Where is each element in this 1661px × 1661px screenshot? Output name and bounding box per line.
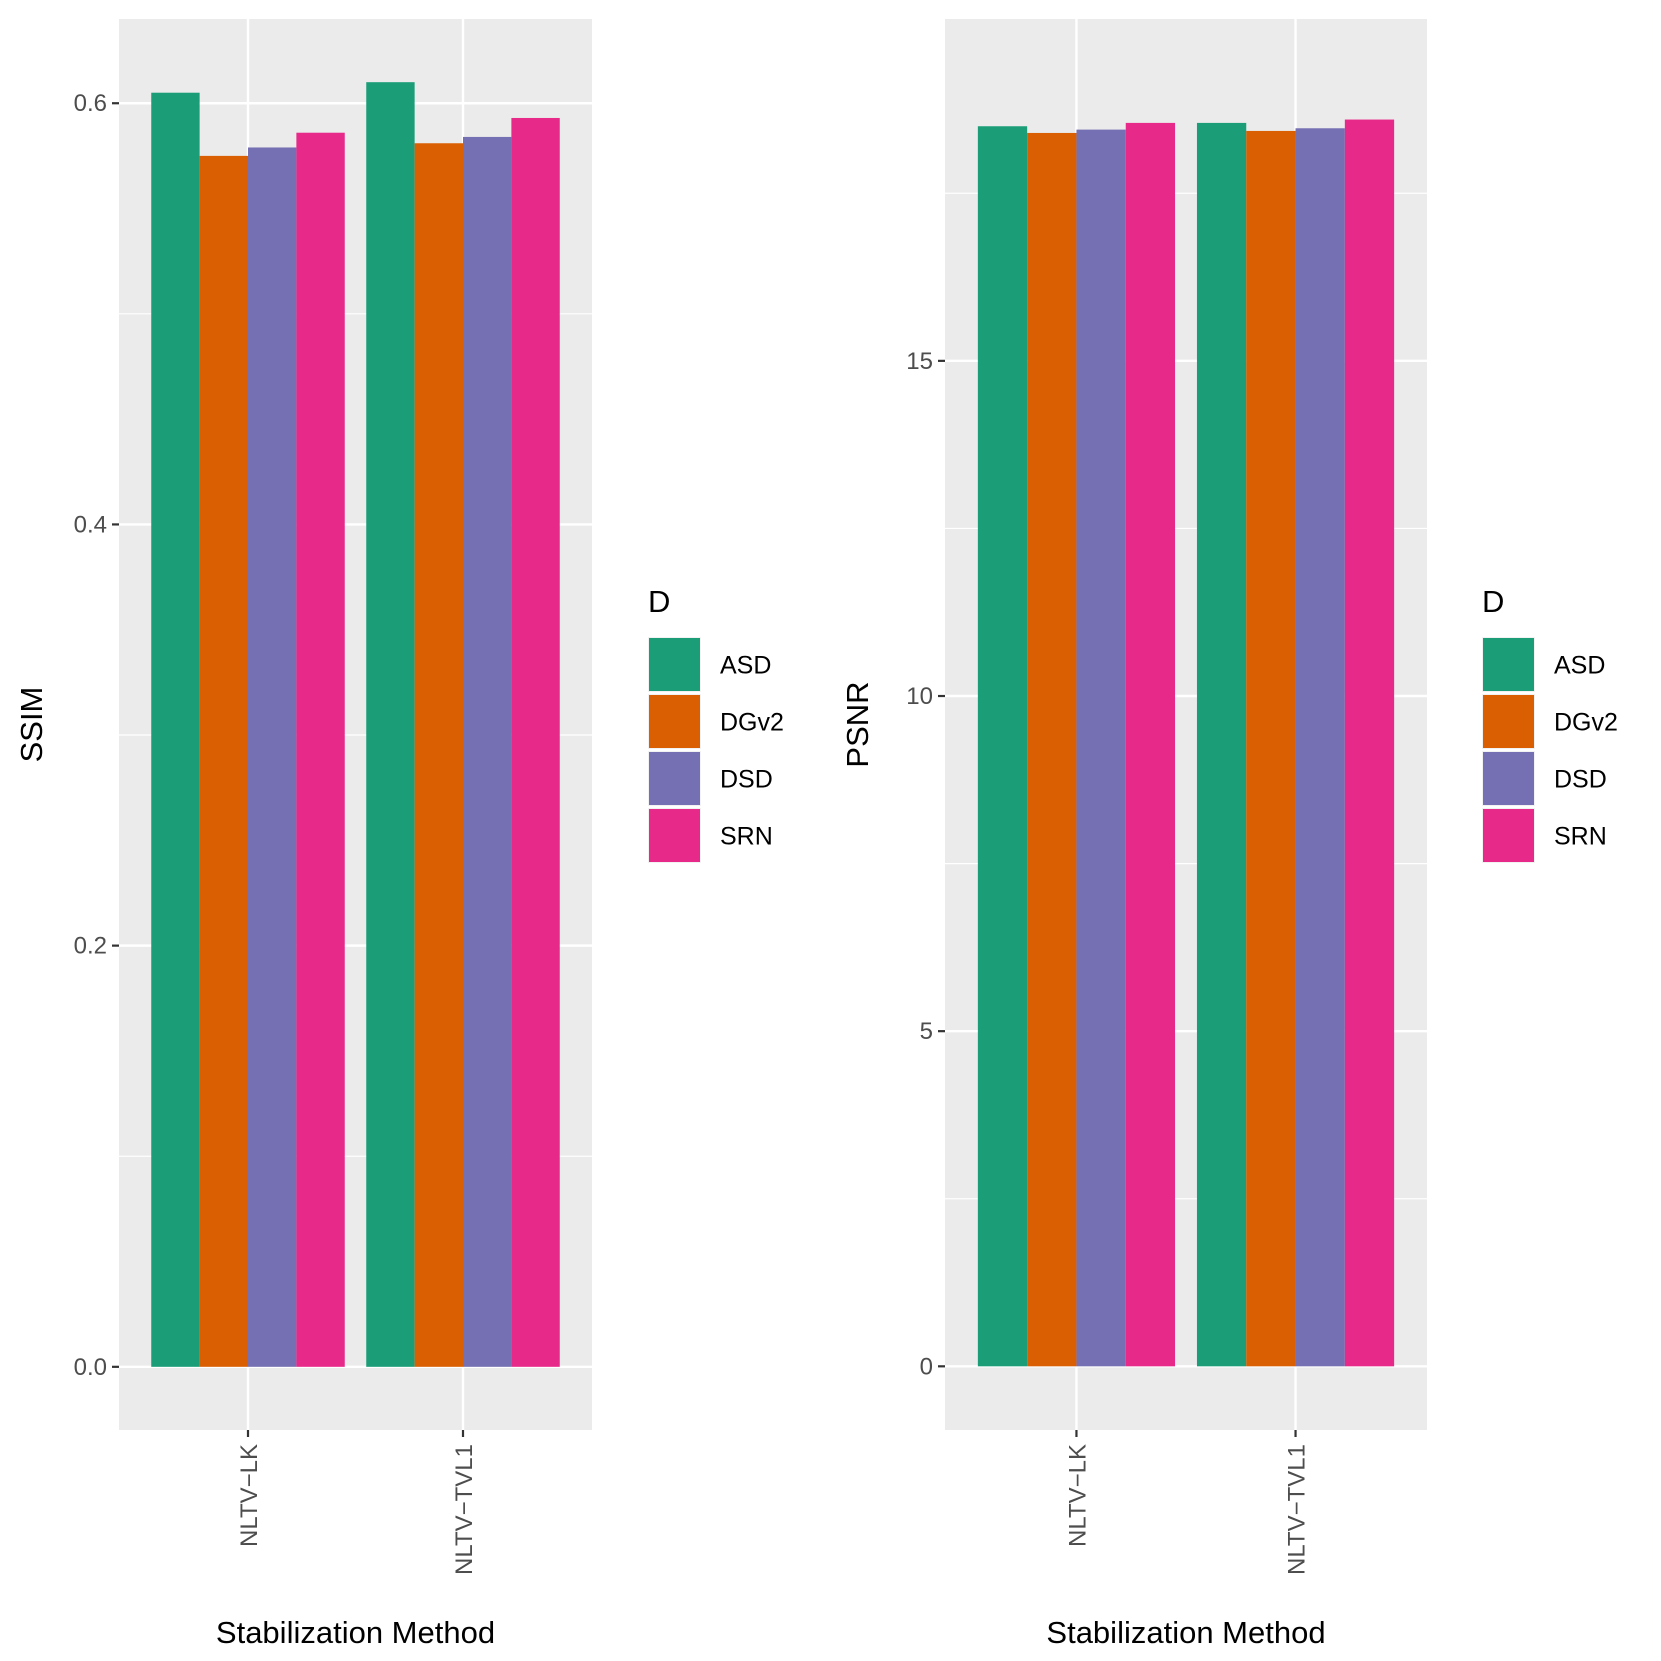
chart-1: 0.0 0.2 0.4 0.6 NLTV−LK NLTV−TVL1 Stabilizatio… — [14, 19, 784, 1650]
x-tick-label: NLTV−LK — [1064, 1444, 1091, 1547]
bar-dsd-2 — [463, 136, 512, 1367]
legend-label-dgv2: DGv2 — [1554, 709, 1618, 737]
y-tick-label: 0.6 — [74, 90, 107, 117]
y-tick-label: 0.4 — [74, 511, 107, 538]
legend-swatch-dgv2 — [1483, 695, 1534, 748]
legend-label-srn: SRN — [1554, 823, 1607, 851]
y-tick-label: 0.0 — [74, 1354, 107, 1381]
bar-srn-1 — [1125, 122, 1176, 1367]
y-tick-label: 0 — [920, 1353, 933, 1380]
legend: D ASD DGv2 DSD SRN — [1482, 584, 1618, 863]
legend-label-dsd: DSD — [720, 766, 773, 794]
x-tick-label: NLTV−LK — [236, 1444, 263, 1547]
legend-label-dgv2: DGv2 — [720, 709, 784, 737]
y-tick-label: 10 — [906, 683, 933, 710]
legend-swatch-srn — [1483, 809, 1534, 862]
legend-swatch-dgv2 — [649, 695, 700, 748]
legend-swatch-asd — [649, 638, 700, 691]
legend-label-srn: SRN — [720, 823, 773, 851]
legend-swatch-dsd — [649, 752, 700, 805]
x-tick-label: NLTV−TVL1 — [1284, 1444, 1311, 1575]
x-tick-label: NLTV−TVL1 — [451, 1444, 478, 1575]
chart-2: 0 5 10 15 NLTV−LK NLTV−TVL1 Stabilization Meth… — [840, 19, 1618, 1650]
legend: D ASD DGv2 DSD SRN — [648, 584, 784, 863]
bar-asd-1 — [977, 126, 1028, 1367]
bar-srn-1 — [296, 132, 345, 1367]
legend-label-asd: ASD — [720, 652, 771, 680]
bar-srn-2 — [1344, 119, 1395, 1367]
bar-dgv2-2 — [414, 143, 463, 1367]
legend-swatch-asd — [1483, 638, 1534, 691]
y-axis-title: PSNR — [840, 681, 875, 767]
x-axis-title: Stabilization Method — [1046, 1615, 1325, 1650]
legend-title: D — [1482, 584, 1504, 619]
legend-title: D — [648, 584, 670, 619]
y-tick-label: 15 — [906, 348, 933, 375]
bar-dgv2-1 — [199, 155, 248, 1367]
y-axis-title: SSIM — [14, 687, 49, 763]
bar-asd-2 — [366, 82, 415, 1367]
bar-dgv2-1 — [1027, 132, 1077, 1367]
y-tick-label: 0.2 — [74, 933, 107, 960]
legend-label-dsd: DSD — [1554, 766, 1607, 794]
x-axis-title: Stabilization Method — [216, 1615, 495, 1650]
y-tick-label: 5 — [920, 1018, 933, 1045]
legend-label-asd: ASD — [1554, 652, 1605, 680]
bar-dsd-2 — [1295, 128, 1345, 1367]
bar-asd-2 — [1196, 122, 1247, 1367]
bar-dsd-1 — [248, 147, 297, 1367]
bar-asd-1 — [151, 92, 200, 1367]
bar-dgv2-2 — [1246, 130, 1296, 1367]
bar-srn-2 — [511, 117, 560, 1367]
bar-dsd-1 — [1076, 129, 1126, 1367]
legend-swatch-srn — [649, 809, 700, 862]
legend-swatch-dsd — [1483, 752, 1534, 805]
